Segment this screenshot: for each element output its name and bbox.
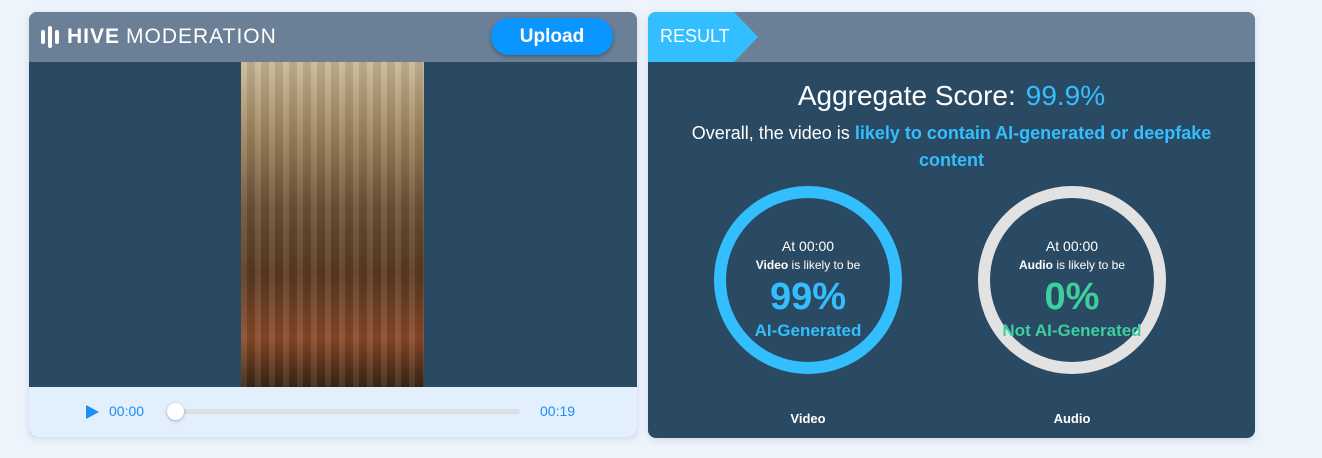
verdict: AI-Generated [754,321,862,340]
score-percent: 0% [1044,276,1100,318]
video-controls: 00:00 00:19 [29,387,637,437]
brand-light: MODERATION [126,25,277,48]
result-description: Overall, the video is likely to contain … [668,120,1235,174]
likely-text: Audio is likely to be [990,258,1154,272]
video-caption: Video [790,411,826,426]
duration: 00:19 [540,403,576,419]
desc-highlight: likely to contain AI-generated or deepfa… [854,123,1212,170]
aggregate-score: Aggregate Score: 99.9% [648,80,1255,112]
likely: is likely to be [788,258,861,272]
brand-bold: HIVE [67,25,121,48]
subject: Audio [1018,258,1053,272]
video-score-ring: At 00:00 Video is likely to be 99% AI-Ge… [714,186,902,374]
result-tab: RESULT [648,12,758,62]
likely: is likely to be [1052,258,1126,272]
upload-button[interactable]: Upload [491,18,613,55]
video-preview[interactable] [241,62,424,387]
desc-prefix: Overall, the video is [691,123,855,143]
verdict: Not AI-Generated [1002,321,1142,340]
seek-thumb[interactable] [167,403,184,420]
seek-bar[interactable] [175,409,520,414]
logo-bars-icon [41,26,59,48]
aggregate-label: Aggregate Score: [797,80,1016,111]
score-percent: 99% [769,276,847,318]
result-header: RESULT [648,12,1255,62]
current-time: 00:00 [109,403,145,419]
likely-text: Video is likely to be [726,258,890,272]
audio-caption: Audio [1053,411,1091,426]
subject: Video [755,258,789,272]
aggregate-value: 99.9% [1025,80,1106,111]
panel-header: HIVE MODERATION Upload [29,12,637,62]
play-icon[interactable] [86,405,99,419]
hive-logo: HIVE MODERATION [41,25,277,49]
result-panel: RESULT Aggregate Score: 99.9% Overall, th… [648,12,1255,438]
upload-panel: HIVE MODERATION Upload 00:00 00:19 [29,12,637,437]
timestamp: At 00:00 [1045,238,1099,254]
timestamp: At 00:00 [781,238,835,254]
audio-score-ring: At 00:00 Audio is likely to be 0% Not AI… [978,186,1166,374]
